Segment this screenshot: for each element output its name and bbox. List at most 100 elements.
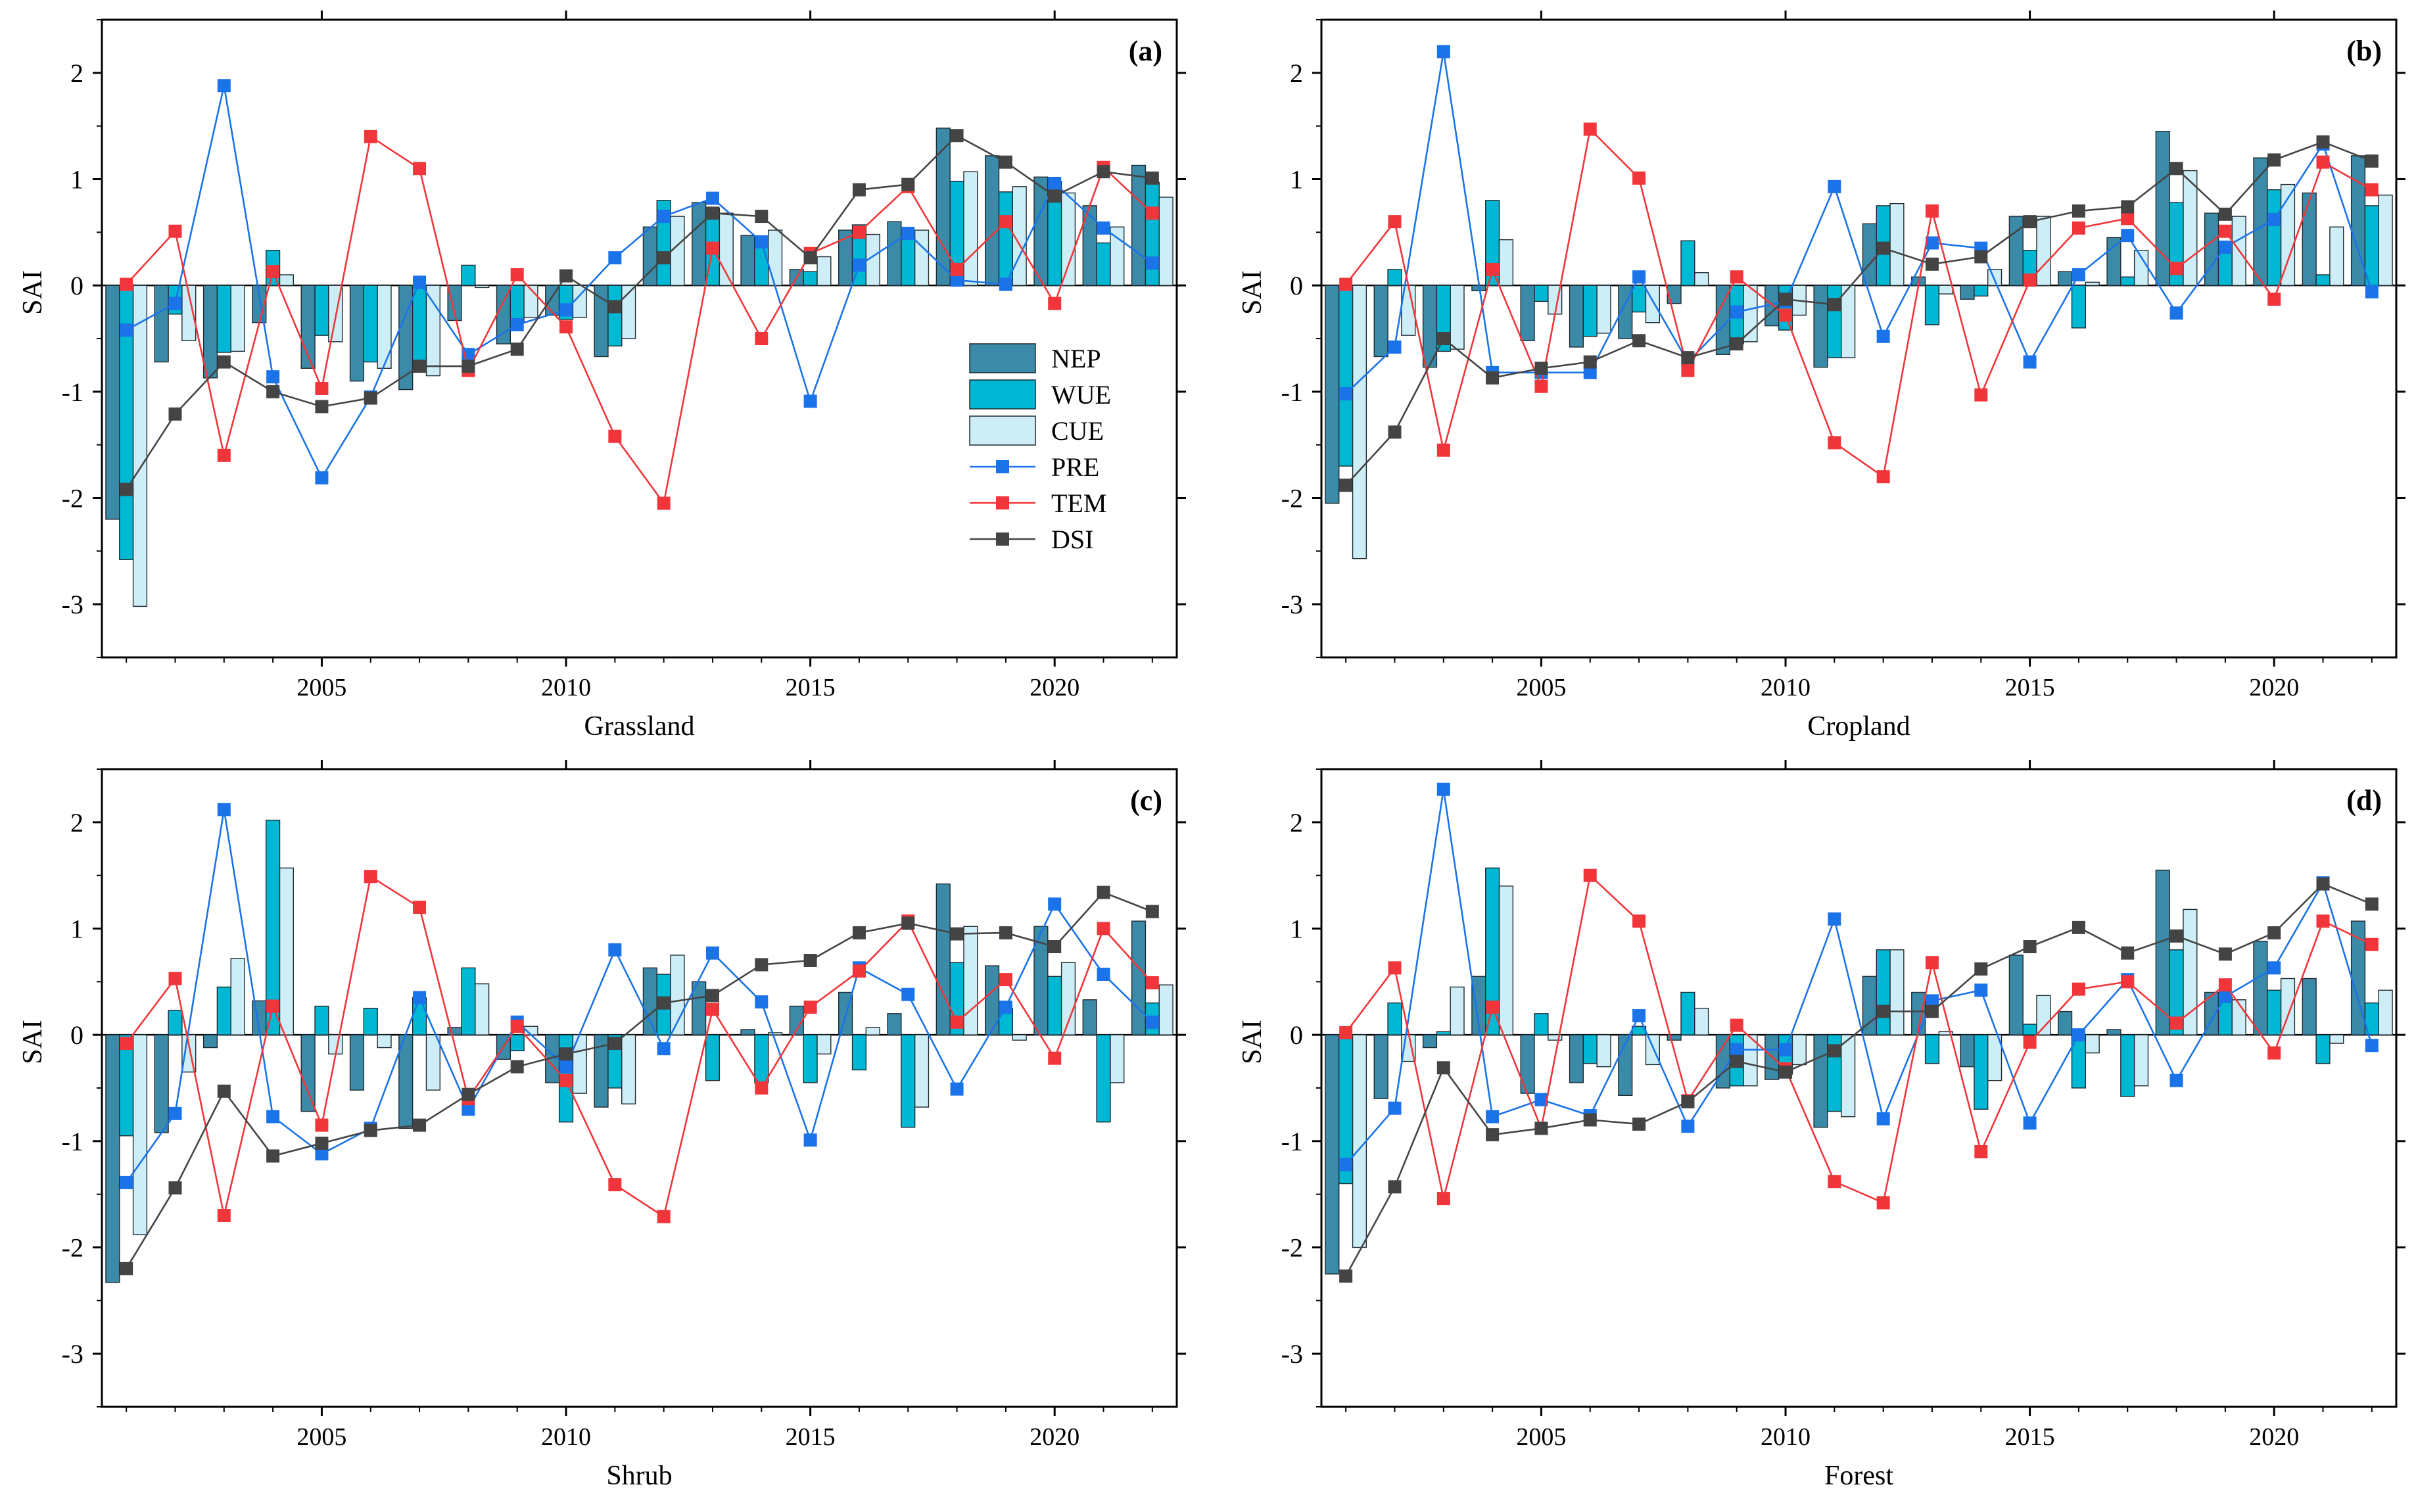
marker-pre (413, 991, 427, 1004)
marker-tem (852, 225, 866, 239)
marker-tem (1388, 215, 1402, 229)
bar-cue (230, 285, 245, 352)
x-axis-label: Grassland (584, 711, 695, 742)
bar-cue (1060, 962, 1076, 1035)
y-tick-label: 2 (70, 808, 83, 838)
bar-nep (2302, 978, 2317, 1035)
marker-tem (1583, 122, 1597, 136)
marker-tem (266, 265, 280, 279)
marker-dsi (266, 385, 280, 398)
marker-dsi (2121, 946, 2135, 960)
y-tick-label: -3 (62, 590, 83, 619)
marker-dsi (2218, 947, 2232, 961)
bar-wue (509, 1034, 525, 1052)
marker-pre (168, 296, 182, 310)
chart-panel-2: -3 -2 -1 0 1 2 2005 2010 2015 2020 Cropland SAI (b) (1237, 11, 2405, 742)
bar-cue (1498, 239, 1514, 286)
bar-nep (936, 883, 951, 1035)
marker-pre (999, 1001, 1012, 1014)
marker-pre (1097, 968, 1110, 981)
bar-nep (2058, 271, 2073, 286)
bar-nep (2302, 192, 2317, 286)
bar-wue (363, 285, 378, 363)
bar-wue (2217, 250, 2233, 286)
bar-cue (425, 1034, 440, 1091)
x-tick-label: 2015 (2005, 674, 2055, 701)
marker-tem (1632, 171, 1646, 185)
bar-wue (1924, 285, 1940, 325)
bar-nep (1131, 164, 1147, 286)
x-axis-label: Cropland (1807, 711, 1910, 742)
bar-cue (767, 229, 783, 286)
x-tick-label: 2020 (1030, 674, 1079, 701)
bar-wue (509, 285, 525, 323)
x-tick-label: 2015 (2005, 1423, 2055, 1451)
bar-nep (789, 1005, 804, 1035)
bar-wue (2267, 189, 2282, 286)
y-tick-label: -1 (1281, 377, 1303, 407)
marker-pre (1779, 1043, 1793, 1056)
marker-pre (950, 1082, 964, 1096)
bar-wue (412, 285, 427, 366)
bar-wue (1436, 1031, 1451, 1035)
marker-dsi (2072, 920, 2085, 934)
bar-wue (216, 986, 231, 1035)
bar-nep (1667, 1034, 1682, 1041)
marker-tem (2218, 224, 2232, 238)
legend-label-cue: CUE (1051, 416, 1104, 446)
bar-cue (1841, 1034, 1856, 1118)
bar-nep (105, 285, 120, 520)
bar-nep (1862, 223, 1877, 286)
marker-dsi (1486, 371, 1500, 385)
plot-frame (101, 768, 1178, 1408)
marker-tem (1097, 922, 1110, 935)
bar-nep (1325, 1034, 1340, 1275)
bar-nep (1813, 285, 1828, 368)
bar-wue (1145, 181, 1160, 286)
bar-wue (1534, 1013, 1549, 1035)
marker-pre (1145, 1015, 1159, 1029)
bar-nep (154, 285, 169, 363)
x-tick-label: 2010 (541, 674, 591, 701)
bar-cue (1158, 197, 1173, 286)
marker-dsi (1876, 1004, 1890, 1018)
bar-cue (1450, 986, 1465, 1035)
marker-pre (1436, 45, 1450, 59)
bar-cue (1110, 226, 1125, 286)
bar-nep (2253, 941, 2268, 1035)
marker-dsi (608, 300, 622, 314)
marker-dsi (1730, 1054, 1743, 1068)
marker-dsi (803, 251, 817, 265)
y-tick-label: -3 (1281, 1339, 1303, 1369)
marker-pre (901, 987, 915, 1001)
bar-wue (461, 967, 476, 1035)
bar-nep (984, 155, 1000, 286)
bar-wue (754, 1034, 769, 1083)
bar-cue (1450, 285, 1465, 350)
legend-label-dsi: DSI (1051, 525, 1093, 554)
bar-cue (2280, 183, 2296, 286)
marker-pre (1048, 176, 1062, 190)
y-tick-label: -3 (62, 1339, 83, 1369)
marker-pre (803, 1133, 817, 1147)
marker-tem (1486, 1001, 1500, 1014)
bar-nep (887, 221, 902, 286)
bar-cue (963, 926, 978, 1035)
marker-pre (901, 226, 915, 240)
marker-dsi (2316, 877, 2330, 891)
bar-cue (475, 983, 490, 1035)
bar-wue (2120, 276, 2135, 286)
marker-dsi (852, 183, 866, 197)
bar-nep (2155, 131, 2170, 286)
x-tick-label: 2015 (786, 674, 836, 701)
marker-dsi (755, 210, 769, 224)
marker-dsi (999, 926, 1012, 939)
legend-marker-tem (996, 496, 1009, 509)
bar-wue (705, 1034, 721, 1081)
x-tick-label: 2015 (786, 1423, 836, 1451)
marker-tem (2218, 978, 2232, 992)
series-line-dsi (1345, 883, 2373, 1277)
x-tick-label: 2005 (296, 674, 346, 701)
marker-dsi (1925, 257, 1939, 271)
